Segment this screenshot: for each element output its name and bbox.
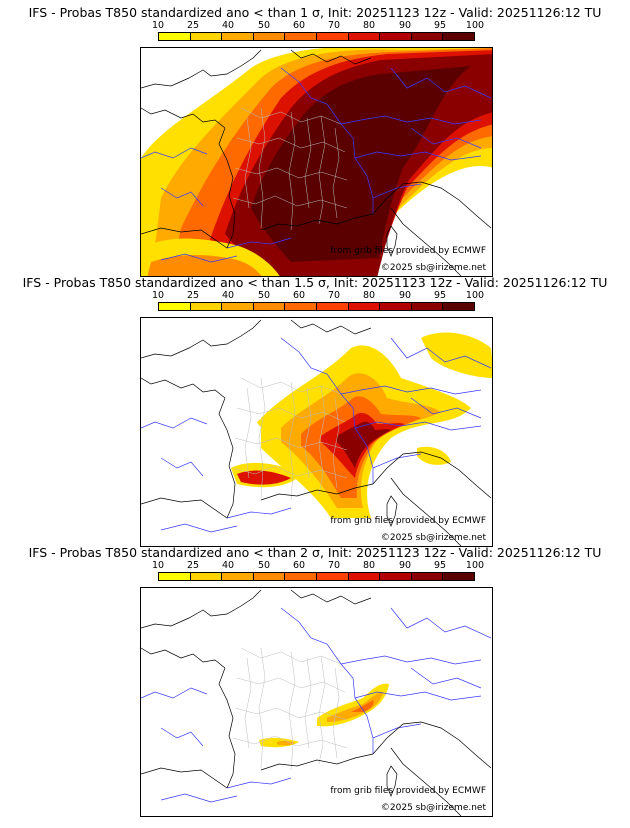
- map-frame: from grib files provided by ECMWF ©2025 …: [140, 47, 493, 277]
- colorbar-segment: [159, 303, 191, 310]
- colorbar-tick: 95: [433, 20, 447, 31]
- colorbar-tick: 95: [433, 290, 447, 301]
- colorbar-segment: [285, 303, 317, 310]
- colorbar-segment: [285, 573, 317, 580]
- panel-1sigma: IFS - Probas T850 standardized ano < tha…: [0, 0, 630, 277]
- colorbar-segment: [190, 33, 223, 40]
- colorbar-segment: [159, 33, 191, 40]
- credit-copyright: ©2025 sb@irizeme.net: [380, 263, 486, 273]
- colorbar-tick: 70: [327, 20, 341, 31]
- colorbar-segment: [316, 303, 349, 310]
- colorbar-tick: 100: [465, 20, 485, 31]
- colorbar-segment: [190, 303, 223, 310]
- colorbar-tick: 50: [257, 560, 271, 571]
- colorbar-tick: 25: [186, 290, 200, 301]
- colorbar-ticks: 10 25 40 50 60 70 80 90 95 100: [152, 560, 484, 572]
- colorbar-segment: [190, 573, 223, 580]
- colorbar-segment: [222, 33, 254, 40]
- colorbar-segment: [443, 303, 474, 310]
- colorbar-segment: [253, 303, 286, 310]
- probability-map: [141, 588, 492, 816]
- colorbar-segment: [411, 573, 444, 580]
- colorbar-segment: [443, 33, 474, 40]
- colorbar-segment: [316, 33, 349, 40]
- colorbar-segment: [380, 573, 412, 580]
- colorbar-tick: 90: [398, 20, 412, 31]
- colorbar-tick: 100: [465, 560, 485, 571]
- colorbar-segment: [380, 303, 412, 310]
- panel-title: IFS - Probas T850 standardized ano < tha…: [22, 275, 608, 290]
- colorbar-segment: [285, 33, 317, 40]
- colorbar-tick: 50: [257, 290, 271, 301]
- colorbar-segment: [443, 573, 474, 580]
- colorbar-tick: 40: [221, 290, 235, 301]
- colorbar: [158, 302, 475, 311]
- colorbar: [158, 572, 475, 581]
- colorbar-tick: 50: [257, 20, 271, 31]
- colorbar-tick: 60: [292, 290, 306, 301]
- colorbar-tick: 80: [362, 290, 376, 301]
- panel-2sigma: IFS - Probas T850 standardized ano < tha…: [0, 540, 630, 817]
- colorbar-tick: 10: [151, 290, 165, 301]
- probability-map: [141, 48, 492, 276]
- colorbar-segment: [348, 33, 381, 40]
- colorbar-segment: [222, 573, 254, 580]
- credit-copyright: ©2025 sb@irizeme.net: [380, 803, 486, 813]
- colorbar-tick: 70: [327, 290, 341, 301]
- colorbar-segment: [253, 33, 286, 40]
- probability-map: [141, 318, 492, 546]
- colorbar-tick: 70: [327, 560, 341, 571]
- colorbar-ticks: 10 25 40 50 60 70 80 90 95 100: [152, 290, 484, 302]
- colorbar-tick: 80: [362, 20, 376, 31]
- credit-source: from grib files provided by ECMWF: [330, 246, 486, 256]
- colorbar-segment: [348, 573, 381, 580]
- colorbar-tick: 80: [362, 560, 376, 571]
- colorbar-tick: 60: [292, 560, 306, 571]
- colorbar-segment: [222, 303, 254, 310]
- panel-1-5sigma: IFS - Probas T850 standardized ano < tha…: [0, 270, 630, 547]
- colorbar-tick: 25: [186, 20, 200, 31]
- colorbar-tick: 60: [292, 20, 306, 31]
- colorbar-tick: 90: [398, 560, 412, 571]
- colorbar-tick: 40: [221, 560, 235, 571]
- colorbar-tick: 100: [465, 290, 485, 301]
- colorbar-tick: 25: [186, 560, 200, 571]
- colorbar-segment: [348, 303, 381, 310]
- colorbar-tick: 95: [433, 560, 447, 571]
- colorbar-segment: [411, 33, 444, 40]
- panel-title: IFS - Probas T850 standardized ano < tha…: [28, 545, 602, 560]
- map-frame: from grib files provided by ECMWF ©2025 …: [140, 587, 493, 817]
- colorbar-tick: 10: [151, 20, 165, 31]
- map-frame: from grib files provided by ECMWF ©2025 …: [140, 317, 493, 547]
- credit-source: from grib files provided by ECMWF: [330, 516, 486, 526]
- colorbar-ticks: 10 25 40 50 60 70 80 90 95 100: [152, 20, 484, 32]
- colorbar-segment: [316, 573, 349, 580]
- colorbar-segment: [380, 33, 412, 40]
- colorbar-tick: 40: [221, 20, 235, 31]
- panel-title: IFS - Probas T850 standardized ano < tha…: [28, 5, 602, 20]
- colorbar-segment: [411, 303, 444, 310]
- colorbar-segment: [159, 573, 191, 580]
- colorbar-tick: 90: [398, 290, 412, 301]
- colorbar-tick: 10: [151, 560, 165, 571]
- colorbar: [158, 32, 475, 41]
- credit-source: from grib files provided by ECMWF: [330, 786, 486, 796]
- colorbar-segment: [253, 573, 286, 580]
- credit-copyright: ©2025 sb@irizeme.net: [380, 533, 486, 543]
